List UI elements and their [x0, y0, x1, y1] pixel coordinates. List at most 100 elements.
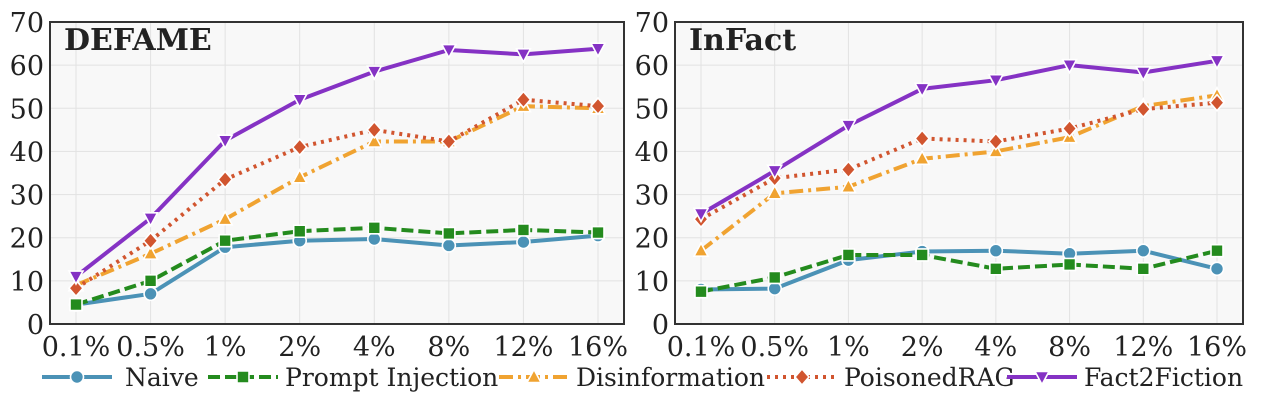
data-point-disinformation	[692, 241, 710, 257]
series-line-prompt-injection	[75, 225, 599, 307]
y-tick-label: 0	[652, 310, 669, 341]
x-tick-label: 12%	[493, 332, 553, 363]
legend-item-poisonedrag: PoisonedRAG	[767, 363, 1014, 392]
x-tick-label: 0.1%	[42, 332, 111, 363]
legend-label-naive: Naive	[125, 363, 199, 392]
data-point-prompt-injection	[767, 270, 782, 285]
series-line-fact2fiction	[74, 46, 599, 279]
legend-label-poisonedrag: PoisonedRAG	[844, 363, 1014, 392]
data-point-prompt-injection	[841, 248, 856, 262]
data-point-fact2fiction	[515, 48, 532, 64]
data-point-prompt-injection	[1210, 243, 1224, 258]
x-tick-label: 0.5%	[740, 332, 809, 363]
panel-infact: 0 10 20 30 40 50 60 70 0.1% 0.5% 1% 2% 4% 8% 12% 16% InF…	[635, 8, 1247, 363]
x-tick-label: 2%	[901, 332, 944, 363]
data-point-prompt-injection	[442, 226, 456, 241]
data-point-fact2fiction	[1134, 66, 1152, 82]
series-prompt-injection	[69, 220, 605, 312]
data-point-fact2fiction	[67, 270, 85, 286]
y-tick-label: 50	[10, 94, 44, 125]
legend-label-disinformation: Disinformation	[576, 363, 765, 392]
data-point-fact2fiction	[142, 212, 159, 228]
data-point-disinformation	[216, 209, 234, 226]
x-tick-label: 4%	[353, 332, 396, 363]
y-tick-label: 60	[635, 51, 669, 82]
data-point-poisonedrag	[1135, 99, 1152, 119]
data-point-poisonedrag	[589, 96, 607, 116]
series-prompt-injection	[694, 243, 1224, 299]
x-tick-label: 8%	[427, 332, 470, 363]
legend-label-fact2fiction: Fact2Fiction	[1084, 363, 1243, 392]
x-tick-label: 2%	[278, 332, 321, 363]
legend-marker-naive	[69, 369, 85, 385]
y-tick-label: 30	[10, 181, 44, 212]
data-point-naive	[1135, 243, 1151, 258]
legend-item-fact2fiction: Fact2Fiction	[1007, 363, 1243, 392]
data-point-prompt-injection	[218, 233, 232, 248]
data-point-fact2fiction	[440, 43, 458, 60]
x-tick-label: 0.5%	[116, 332, 185, 363]
plot-area-defame	[50, 22, 624, 324]
data-point-naive	[988, 243, 1004, 258]
x-tick-label: 16%	[568, 332, 628, 363]
y-tick-label: 30	[635, 181, 669, 212]
data-point-disinformation	[913, 149, 931, 166]
data-point-fact2fiction	[766, 164, 784, 181]
data-point-naive	[441, 238, 457, 253]
data-point-fact2fiction	[1208, 54, 1226, 71]
data-point-poisonedrag	[67, 278, 85, 298]
legend-marker-poisonedrag	[793, 367, 811, 387]
legend-item-disinformation: Disinformation	[499, 363, 765, 392]
legend-marker-fact2fiction	[1033, 370, 1051, 387]
data-point-poisonedrag	[366, 120, 383, 140]
data-point-poisonedrag	[142, 231, 159, 250]
legend-marker-disinformation	[525, 367, 543, 384]
panel-title-infact: InFact	[689, 23, 796, 58]
data-point-disinformation	[766, 184, 784, 200]
data-point-poisonedrag	[1061, 119, 1078, 138]
data-point-poisonedrag	[1208, 93, 1226, 112]
y-tick-label: 50	[635, 94, 669, 125]
series-fact2fiction	[692, 54, 1226, 224]
y-tick-label: 40	[10, 137, 44, 168]
data-point-fact2fiction	[987, 73, 1005, 90]
series-line-disinformation	[75, 104, 599, 288]
data-point-naive	[1209, 261, 1225, 277]
data-point-disinformation	[291, 168, 309, 184]
data-point-poisonedrag	[217, 170, 234, 189]
axes-frame-infact	[674, 21, 1244, 325]
data-point-fact2fiction	[692, 207, 710, 224]
data-point-poisonedrag	[840, 160, 857, 179]
data-point-disinformation	[840, 177, 857, 194]
legend-label-prompt-injection: Prompt Injection	[285, 363, 498, 392]
data-point-prompt-injection	[292, 224, 307, 239]
legend-marker-prompt-injection	[236, 370, 250, 384]
data-point-fact2fiction	[913, 82, 931, 99]
x-tick-label: 8%	[1048, 332, 1091, 363]
data-point-prompt-injection	[1136, 261, 1151, 276]
series-line-naive	[75, 233, 599, 307]
legend-item-prompt-injection: Prompt Injection	[208, 363, 498, 392]
data-point-disinformation	[142, 244, 159, 260]
data-point-poisonedrag	[987, 132, 1004, 151]
data-point-prompt-injection	[516, 223, 531, 237]
data-point-disinformation	[365, 132, 383, 148]
x-tick-label: 12%	[1113, 332, 1173, 363]
data-point-fact2fiction	[840, 119, 857, 135]
data-point-prompt-injection	[591, 225, 605, 240]
data-point-fact2fiction	[589, 42, 607, 58]
x-tick-label: 1%	[204, 332, 247, 363]
x-tick-label: 0.1%	[667, 332, 736, 363]
panel-title-defame: DEFAME	[64, 23, 212, 58]
x-tick-label: 16%	[1187, 332, 1247, 363]
series-line-poisonedrag	[700, 100, 1218, 221]
series-line-fact2fiction	[699, 58, 1218, 216]
y-tick-label: 20	[635, 224, 669, 255]
series-poisonedrag	[67, 90, 607, 298]
series-line-poisonedrag	[74, 97, 599, 290]
y-tick-label: 0	[27, 310, 44, 341]
data-point-fact2fiction	[291, 93, 309, 109]
y-tick-label: 10	[10, 267, 44, 298]
data-point-fact2fiction	[365, 65, 383, 81]
